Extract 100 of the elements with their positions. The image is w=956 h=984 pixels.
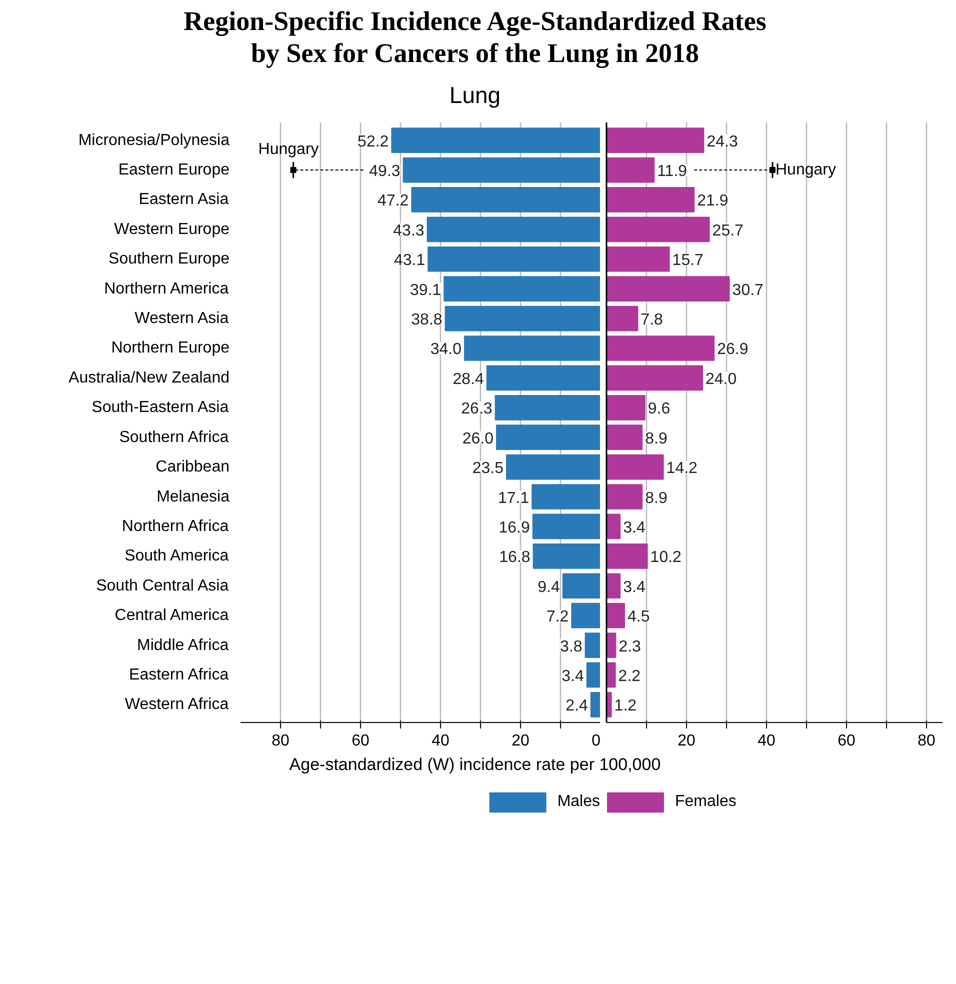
bar <box>606 454 664 480</box>
data-label: 8.9 <box>645 430 668 448</box>
bar <box>606 157 655 183</box>
bar <box>606 216 710 242</box>
bar <box>532 484 600 510</box>
y-tick-label: South America <box>124 548 229 565</box>
x-tick-label: 40 <box>758 732 776 750</box>
bar <box>428 246 600 272</box>
data-label: 52.2 <box>358 133 389 150</box>
x-tick-label: 20 <box>678 732 696 750</box>
data-label: 9.4 <box>538 578 560 596</box>
bar <box>444 306 600 332</box>
data-label: 43.1 <box>394 252 426 269</box>
data-label: 38.8 <box>411 311 442 328</box>
bar <box>606 186 695 212</box>
bar <box>402 157 600 183</box>
bar <box>590 692 600 718</box>
data-label: 23.5 <box>472 460 504 477</box>
bar <box>464 335 600 361</box>
bar <box>494 394 600 420</box>
series-label: Hungary <box>258 140 319 158</box>
y-tick-label: Australia/New Zealand <box>68 369 230 386</box>
y-tick-label: Middle Africa <box>137 636 229 654</box>
data-label: 24.3 <box>706 133 738 150</box>
y-tick-label: South-Eastern Asia <box>92 398 229 416</box>
y-tick-label: Micronesia/Polynesia <box>78 132 230 149</box>
data-label: 2.2 <box>618 668 641 685</box>
chart-subtitle: Lung <box>449 81 501 110</box>
data-label: 4.5 <box>628 608 650 626</box>
data-label: 47.2 <box>378 192 409 210</box>
legend-label: Males <box>557 793 600 812</box>
data-label: 49.3 <box>369 162 400 180</box>
data-label: 28.4 <box>452 370 484 388</box>
bar <box>606 484 643 510</box>
bar <box>606 602 625 628</box>
bar <box>391 127 600 153</box>
y-tick-label: Northern Europe <box>111 340 230 357</box>
chart-title: Region-Specific Incidence Age-Standardized Rates by Sex for Cancers of the Lung in 2018 <box>184 5 766 69</box>
data-label: 26.9 <box>717 341 748 358</box>
bar <box>606 335 715 361</box>
data-label: 26.0 <box>462 430 494 448</box>
y-tick-label: Southern Africa <box>119 428 229 446</box>
bar <box>606 573 621 598</box>
y-tick-label: Melanesia <box>156 488 230 506</box>
y-tick-label: Eastern Asia <box>138 191 229 208</box>
data-label: 21.9 <box>697 192 728 210</box>
x-tick-label: 0 <box>592 732 601 750</box>
bar <box>606 306 638 332</box>
bar <box>606 424 643 450</box>
data-label: 15.7 <box>672 252 704 269</box>
bar <box>606 365 703 390</box>
bar <box>606 514 621 539</box>
legend-label: Females <box>675 793 736 812</box>
bar <box>411 186 600 212</box>
y-tick-label: Western Africa <box>124 696 229 714</box>
bar <box>496 424 600 450</box>
data-label: 16.8 <box>499 549 530 566</box>
bar <box>486 365 600 390</box>
data-label: 10.2 <box>650 549 682 566</box>
x-tick-label: 60 <box>838 732 856 750</box>
legend-label: Hungary <box>776 161 836 178</box>
data-label: 14.2 <box>666 460 698 477</box>
bar <box>606 246 670 272</box>
y-tick-label: Caribbean <box>156 458 230 476</box>
data-label: 30.7 <box>732 282 764 299</box>
data-label: 39.1 <box>410 282 442 299</box>
x-tick-label: 80 <box>272 732 290 750</box>
data-label: 25.7 <box>712 222 744 240</box>
bar <box>444 276 600 302</box>
data-label: 8.9 <box>645 490 668 507</box>
y-tick-label: Northern America <box>104 280 229 298</box>
data-label: 3.4 <box>562 668 584 685</box>
data-label: 9.6 <box>648 400 670 418</box>
bar <box>606 394 646 420</box>
y-tick-label: Southern Europe <box>108 250 230 268</box>
bar <box>606 543 648 569</box>
bar <box>606 276 730 302</box>
data-label: 2.4 <box>566 698 588 715</box>
data-label: 3.8 <box>560 638 582 656</box>
x-axis-title: Age-standardized (W) incidence rate per 100,000 <box>289 754 661 776</box>
x-tick-label: 20 <box>512 732 530 750</box>
y-tick-label: Western Asia <box>134 310 229 327</box>
bar <box>584 632 600 658</box>
y-tick-label: Northern Africa <box>122 518 229 535</box>
x-tick-label: 60 <box>352 732 370 750</box>
bar <box>506 454 600 480</box>
x-tick-label: 80 <box>918 732 936 750</box>
x-tick-label: 40 <box>432 732 450 750</box>
bar <box>426 216 600 242</box>
bar <box>532 543 600 569</box>
bar <box>586 662 600 688</box>
y-tick-label: Eastern Africa <box>129 666 229 684</box>
bar <box>532 514 600 539</box>
data-label: 3.4 <box>623 519 646 536</box>
bar <box>606 127 704 153</box>
data-label: 34.0 <box>430 341 462 358</box>
data-label: 7.2 <box>546 608 569 626</box>
data-label: 3.4 <box>623 578 646 596</box>
bar <box>606 662 616 688</box>
data-label: 7.8 <box>640 311 664 328</box>
